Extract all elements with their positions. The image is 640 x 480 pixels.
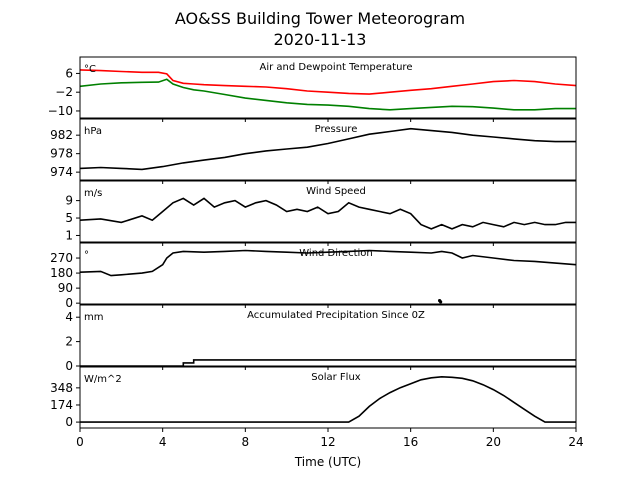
y-tick-label: −10 <box>48 104 73 118</box>
panel-unit-label: mm <box>84 312 103 323</box>
data-point-3-1 <box>439 300 443 304</box>
panel-title: Solar Flux <box>311 372 361 383</box>
panel-4: 4 2 0 mm Accumulated Precipitation Since 0Z <box>65 304 577 373</box>
y-tick-label: 1 <box>65 228 73 242</box>
panel-title: Accumulated Precipitation Since 0Z <box>247 310 425 321</box>
panel-unit-label: °C <box>84 64 96 75</box>
figure-date: 2020-11-13 <box>274 30 367 49</box>
series-line-2-0 <box>79 197 576 230</box>
x-tick-label: 4 <box>159 435 167 449</box>
y-tick-label: 0 <box>65 415 73 429</box>
x-tick-label: 20 <box>486 435 501 449</box>
x-tick-label: 24 <box>568 435 583 449</box>
y-tick-label: 348 <box>50 381 73 395</box>
panel-2: 9 5 1 m/s Wind Speed <box>65 180 577 246</box>
panel-title: Air and Dewpoint Temperature <box>260 62 413 73</box>
y-tick-label: 978 <box>50 147 73 161</box>
y-tick-label: 90 <box>58 281 73 295</box>
panel-title: Wind Direction <box>299 248 373 259</box>
series-line-3-0 <box>79 249 577 277</box>
series-line-0-0 <box>79 69 577 95</box>
y-tick-label: 0 <box>65 359 73 373</box>
panel-unit-label: hPa <box>84 126 102 137</box>
y-tick-label: 4 <box>65 310 73 324</box>
series-line-1-0 <box>79 127 576 171</box>
panel-1: 982 978 974 hPa Pressure <box>50 118 577 184</box>
y-tick-label: 270 <box>50 251 73 265</box>
panel-unit-label: m/s <box>84 188 102 199</box>
y-tick-label: 9 <box>65 194 73 208</box>
y-tick-label: 982 <box>50 128 73 142</box>
y-tick-label: 174 <box>50 398 73 412</box>
x-tick-label: 8 <box>242 435 250 449</box>
panel-title: Pressure <box>315 124 358 135</box>
series-line-5-0 <box>80 375 576 423</box>
y-tick-label: 5 <box>65 211 73 225</box>
x-tick-label: 12 <box>320 435 335 449</box>
x-tick-label: 16 <box>403 435 418 449</box>
y-tick-label: 2 <box>65 335 73 349</box>
x-tick-label: 0 <box>76 435 84 449</box>
y-tick-label: 180 <box>50 266 73 280</box>
panel-title: Wind Speed <box>306 186 366 197</box>
y-tick-label: 6 <box>65 66 73 80</box>
series-line-4-0 <box>80 359 576 367</box>
figure-title: AO&SS Building Tower Meteorogram <box>175 9 465 28</box>
y-tick-label: 974 <box>50 165 73 179</box>
series-line-0-1 <box>79 78 576 111</box>
y-tick-label: −2 <box>55 85 73 99</box>
y-tick-label: 0 <box>65 296 73 310</box>
panel-unit-label: ° <box>84 250 89 261</box>
panels: 6−2−10°C Air and Dewpoint Temperature9829… <box>48 56 584 469</box>
panel-5: 348 174 0 W/m^2 Solar Flux 0 4 8 12 16 20 24 Time (U… <box>50 366 584 469</box>
panel-unit-label: W/m^2 <box>84 374 122 385</box>
panel-0: 6 −2 −10 °C Air and Dewpoint Temperature <box>48 56 577 122</box>
x-axis-label: Time (UTC) <box>294 455 361 469</box>
